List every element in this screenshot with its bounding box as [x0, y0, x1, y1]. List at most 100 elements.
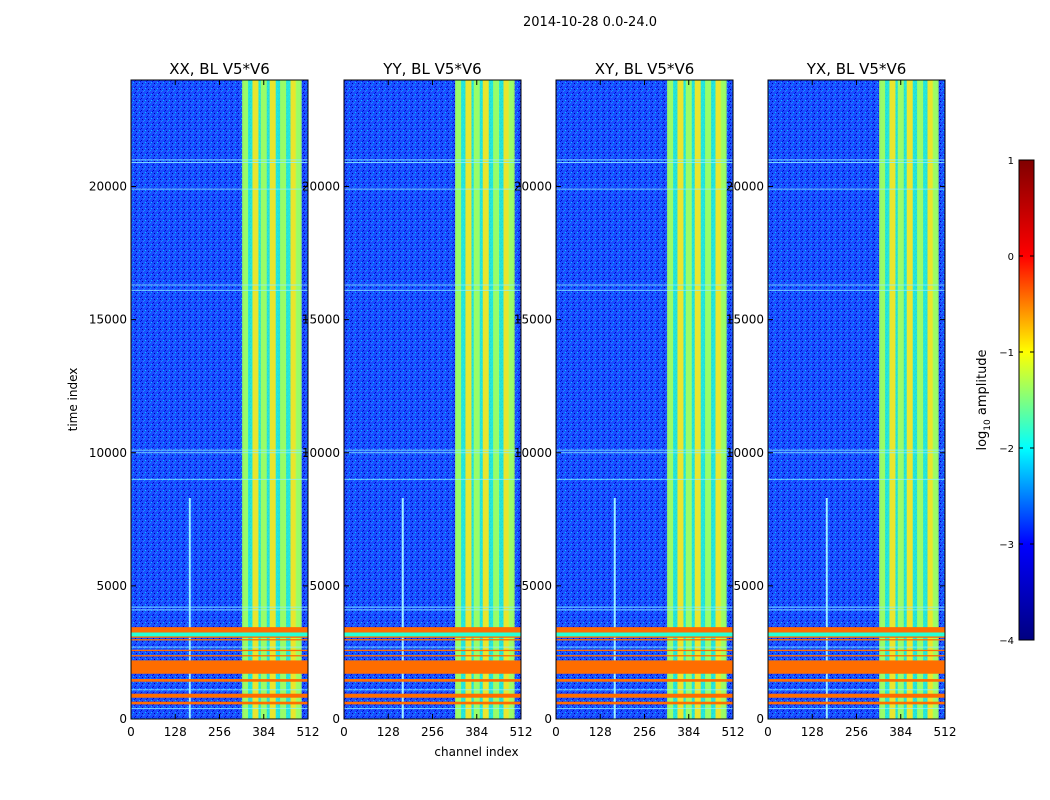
rfi-row — [344, 636, 521, 638]
x-tick-label: 384 — [252, 725, 275, 739]
heatmap-image — [768, 80, 945, 719]
band-column — [508, 80, 515, 719]
heatmap-image — [556, 80, 733, 719]
cyan-row — [768, 632, 945, 637]
heatmap-panels: XX, BL V5*V6 0 128 256 384 512 0 5000 10000 15000… — [66, 60, 956, 759]
band-column — [677, 80, 684, 719]
rfi-row — [556, 701, 733, 705]
y-tick-label: 0 — [544, 712, 552, 726]
rfi-row — [556, 693, 733, 698]
rfi-row — [131, 649, 308, 652]
rfi-row — [768, 693, 945, 698]
band-column — [473, 80, 480, 719]
band-column — [503, 80, 510, 719]
rfi-row — [768, 649, 945, 652]
x-tick-label: 128 — [164, 725, 187, 739]
colorbar-tick-label: −1 — [999, 348, 1014, 359]
y-tick-label: 5000 — [521, 579, 552, 593]
colorbar: 1 0 −1 −2 −3 −4 log10 amplitude — [975, 156, 1035, 647]
y-tick-label: 15000 — [726, 313, 764, 327]
panel-title: YY, BL V5*V6 — [382, 60, 481, 78]
rfi-row — [768, 660, 945, 674]
band-column — [295, 80, 302, 719]
x-tick-label: 256 — [208, 725, 231, 739]
rfi-row — [131, 679, 308, 682]
y-tick-label: 0 — [756, 712, 764, 726]
band-column — [667, 80, 674, 719]
panel-title: XY, BL V5*V6 — [595, 60, 695, 78]
rfi-row — [344, 627, 521, 633]
band-column — [705, 80, 712, 719]
x-tick-label: 0 — [552, 725, 560, 739]
y-tick-label: 20000 — [89, 180, 127, 194]
band-column — [465, 80, 472, 719]
panel-title: XX, BL V5*V6 — [169, 60, 270, 78]
colorbar-tick-label: 1 — [1008, 156, 1014, 167]
cyan-row — [344, 632, 521, 637]
rfi-row — [344, 679, 521, 682]
rfi-row — [556, 679, 733, 682]
rfi-row — [131, 655, 308, 657]
colorbar-ticks: 1 0 −1 −2 −3 −4 — [999, 156, 1034, 647]
band-column — [260, 80, 267, 719]
rfi-row — [556, 655, 733, 657]
rfi-row — [556, 639, 733, 641]
y-tick-label: 20000 — [514, 180, 552, 194]
band-column — [482, 80, 489, 719]
rfi-row — [768, 627, 945, 633]
band-column — [694, 80, 701, 719]
band-column — [917, 80, 924, 719]
heatmap-image — [344, 80, 521, 719]
x-tick-label: 0 — [340, 725, 348, 739]
x-tick-label: 512 — [722, 725, 745, 739]
panel-4: YX, BL V5*V6 0 128 256 384 512 0 5000 10000 15000… — [726, 60, 957, 739]
band-column — [879, 80, 886, 719]
rfi-row — [768, 701, 945, 705]
x-tick-label: 512 — [510, 725, 533, 739]
x-tick-label: 256 — [845, 725, 868, 739]
rfi-row — [131, 660, 308, 674]
band-column — [269, 80, 276, 719]
colorbar-tick-label: −4 — [999, 636, 1014, 647]
y-tick-label: 15000 — [514, 313, 552, 327]
rfi-row — [768, 636, 945, 638]
band-column — [927, 80, 934, 719]
band-column — [897, 80, 904, 719]
y-tick-label: 15000 — [302, 313, 340, 327]
cyan-row — [131, 632, 308, 637]
colorbar-label: log10 amplitude — [975, 349, 993, 450]
rfi-row — [344, 660, 521, 674]
rfi-row — [131, 627, 308, 633]
x-tick-label: 0 — [127, 725, 135, 739]
band-column — [720, 80, 727, 719]
x-tick-label: 384 — [465, 725, 488, 739]
x-tick-label: 128 — [589, 725, 612, 739]
rfi-row — [131, 636, 308, 638]
panel-3: XY, BL V5*V6 0 128 256 384 512 0 5000 10000 15000… — [514, 60, 745, 739]
cyan-row — [556, 632, 733, 637]
x-tick-label: 128 — [801, 725, 824, 739]
colorbar-tick-label: −3 — [999, 540, 1014, 551]
rfi-row — [768, 639, 945, 641]
x-tick-label: 384 — [889, 725, 912, 739]
y-tick-label: 15000 — [89, 313, 127, 327]
band-column — [493, 80, 500, 719]
y-tick-label: 20000 — [302, 180, 340, 194]
band-column — [455, 80, 462, 719]
band-column — [242, 80, 249, 719]
rfi-row — [344, 701, 521, 705]
rfi-row — [556, 660, 733, 674]
rfi-row — [768, 679, 945, 682]
band-column — [252, 80, 259, 719]
band-column — [906, 80, 913, 719]
band-column — [715, 80, 722, 719]
y-tick-label: 5000 — [309, 579, 340, 593]
y-tick-label: 5000 — [733, 579, 764, 593]
x-tick-label: 384 — [677, 725, 700, 739]
x-tick-label: 512 — [297, 725, 320, 739]
y-tick-label: 0 — [332, 712, 340, 726]
y-tick-label: 10000 — [302, 446, 340, 460]
x-tick-label: 128 — [377, 725, 400, 739]
heatmap-image — [131, 80, 308, 719]
